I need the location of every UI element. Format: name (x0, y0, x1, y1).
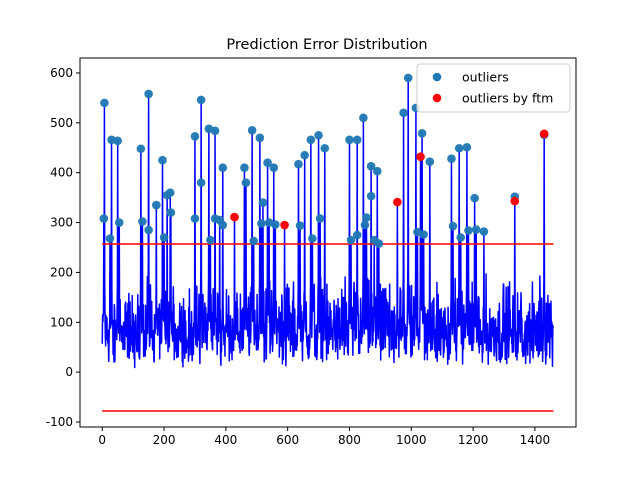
outlier-point (206, 235, 215, 245)
outlier-point (471, 225, 481, 234)
ftm-outlier-point (393, 197, 402, 207)
outlier-point (464, 226, 473, 235)
outlier-point (269, 163, 279, 173)
outlier-point (152, 200, 161, 210)
outlier-point (359, 113, 368, 123)
x-tick-label: 600 (276, 433, 299, 447)
outlier-point (257, 219, 266, 228)
outlier-point (403, 73, 413, 83)
outlier-point (218, 220, 228, 230)
outlier-point (346, 235, 356, 245)
outlier-point (100, 98, 109, 108)
outlier-point (300, 150, 309, 160)
outlier-point (419, 230, 428, 239)
y-tick-label: -100 (46, 415, 73, 429)
outlier-point (166, 208, 176, 217)
outlier-point (448, 221, 458, 231)
outlier-point (113, 136, 123, 146)
x-tick-label: 800 (338, 433, 361, 447)
outlier-point (136, 144, 146, 154)
outlier-point (425, 157, 435, 167)
y-tick-label: 100 (50, 315, 73, 329)
x-tick-label: 1400 (520, 433, 551, 447)
y-tick-label: 300 (50, 216, 73, 230)
x-tick-label: 0 (98, 433, 106, 447)
axes-frame (79, 57, 577, 428)
outlier-point (479, 227, 489, 236)
ftm-outlier-point (280, 220, 289, 230)
outlier-point (320, 143, 330, 153)
outlier-point (360, 220, 370, 230)
y-tick-label: 600 (50, 66, 73, 80)
outlier-point (315, 214, 325, 223)
outlier-point (165, 188, 175, 197)
y-tick-label: 200 (50, 265, 73, 279)
outlier-point (454, 143, 464, 153)
outlier-point (314, 130, 323, 140)
x-tick-label: 400 (214, 433, 237, 447)
outlier-point (247, 126, 257, 135)
outlier-point (258, 198, 268, 207)
outlier-point (308, 234, 317, 243)
outlier-point (210, 126, 220, 136)
error-line (101, 77, 554, 369)
outlier-point (366, 161, 376, 171)
legend-marker (432, 93, 442, 103)
outlier-point (240, 163, 249, 173)
outlier-point (114, 218, 124, 227)
outlier-point (352, 135, 362, 145)
y-tick-label: 400 (50, 166, 73, 180)
chart-title: Prediction Error Distribution (226, 37, 427, 53)
axes: 0 200 400 600 800 1000 1200 1400 -100 0 100 200 300 4… (46, 57, 577, 447)
outlier-point (462, 142, 472, 152)
outlier-point (158, 155, 167, 165)
outlier-point (372, 166, 382, 176)
outlier-point (190, 214, 200, 223)
outlier-point (196, 95, 206, 105)
legend-marker (432, 72, 442, 82)
outlier-point (263, 158, 272, 168)
outlier-point (352, 230, 362, 240)
outlier-point (470, 193, 479, 203)
outlier-point (295, 221, 305, 230)
outlier-point (306, 135, 316, 145)
outlier-point (196, 178, 206, 187)
outlier-point (456, 233, 466, 242)
outlier-point (144, 225, 153, 235)
ftm-outlier-point (416, 152, 425, 162)
y-tick-label: 500 (50, 116, 73, 130)
outlier-point (249, 236, 258, 246)
ftm-outlier-point (539, 129, 549, 139)
outlier-point (190, 131, 200, 141)
x-tick-label: 1200 (458, 433, 489, 447)
legend-box (416, 63, 571, 113)
ftm-outlier-point (510, 196, 520, 206)
legend-label: outliers (462, 70, 509, 85)
outlier-point (399, 108, 408, 118)
outlier-point (294, 159, 303, 169)
outlier-point (345, 135, 354, 145)
legend-label: outliers by ftm (462, 91, 553, 106)
outlier-point (447, 154, 456, 164)
y-tick-label: 0 (65, 365, 73, 379)
outlier-point (138, 217, 147, 226)
outlier-point (362, 213, 371, 222)
ftm-outlier-point (230, 212, 239, 222)
outlier-point (159, 233, 169, 242)
outlier-point (366, 191, 376, 201)
x-tick-label: 1000 (396, 433, 427, 447)
x-tick-label: 200 (153, 433, 176, 447)
outlier-point (241, 178, 251, 187)
outlier-point (99, 214, 109, 223)
outlier-point (374, 239, 384, 248)
outlier-point (417, 128, 427, 138)
outlier-point (105, 234, 115, 243)
legend: outliers outliers by ftm (416, 63, 571, 113)
outlier-point (271, 220, 280, 229)
plot-area (99, 73, 554, 412)
outlier-point (255, 133, 265, 143)
outlier-point (144, 89, 153, 99)
outlier-point (218, 163, 228, 173)
